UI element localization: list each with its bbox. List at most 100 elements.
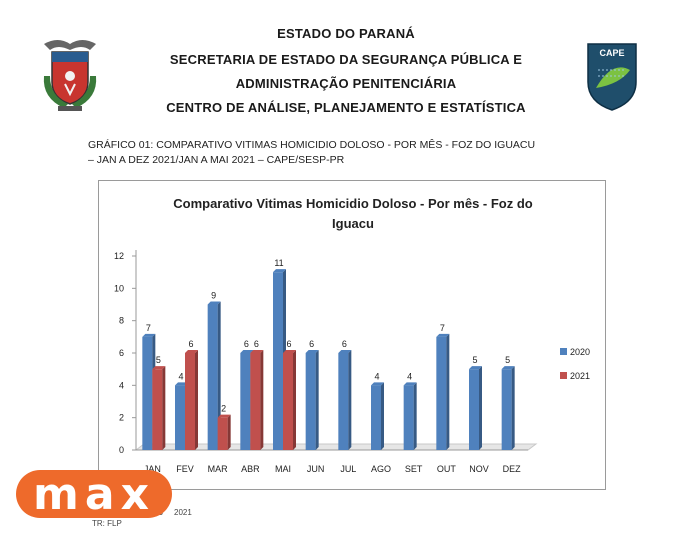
bar-top-2020-ago — [371, 382, 384, 386]
bar-side-2021-abr — [260, 350, 264, 450]
y-tick-label: 2 — [119, 413, 124, 423]
bar-side-2020-set — [413, 382, 417, 450]
bar-2021-abr — [250, 353, 261, 450]
x-tick-label-jan: JAN — [144, 464, 161, 474]
x-tick-label-jun: JUN — [307, 464, 325, 474]
report-header: ESTADO DO PARANÁ SECRETARIA DE ESTADO DA… — [0, 0, 692, 120]
bar-side-2020-jun — [315, 350, 319, 450]
bar-top-2020-mai — [273, 269, 286, 273]
data-label-2020-out: 7 — [440, 323, 445, 333]
bar-2021-jan — [152, 369, 163, 450]
bar-2020-nov — [469, 369, 479, 450]
bar-2020-jun — [305, 353, 316, 450]
cape-logo-icon: CAPE — [587, 43, 637, 111]
bar-top-2021-jan — [152, 366, 166, 370]
bar-top-2020-dez — [501, 366, 515, 370]
bar-2020-out — [436, 336, 447, 450]
bar-2020-jul — [338, 353, 349, 450]
bar-top-2020-mar — [207, 301, 221, 305]
bar-top-2020-out — [436, 333, 450, 337]
bar-side-2020-out — [446, 333, 450, 450]
header-secretariat: SECRETARIA DE ESTADO DA SEGURANÇA PÚBLIC… — [169, 52, 523, 67]
footer-tr-label: TR: FLP — [92, 519, 122, 528]
data-label-2020-nov: 5 — [472, 355, 477, 365]
y-tick-label: 4 — [119, 380, 124, 390]
data-label-2020-set: 4 — [407, 371, 412, 381]
bar-top-2021-abr — [250, 350, 264, 353]
x-tick-label-set: SET — [405, 464, 423, 474]
bar-side-2021-fev — [195, 350, 198, 450]
data-label-2021-fev: 6 — [188, 339, 193, 349]
data-label-2021-abr: 6 — [254, 339, 259, 349]
bar-top-2020-jan — [142, 333, 156, 337]
caption-line-1: GRÁFICO 01: COMPARATIVO VITIMAS HOMICIDI… — [88, 139, 536, 151]
x-tick-label-ago: AGO — [371, 464, 391, 474]
legend-label-2020: 2020 — [570, 347, 590, 357]
bar-top-2020-fev — [175, 382, 188, 386]
data-label-2020-abr: 6 — [244, 339, 249, 349]
bar-side-2021-mar — [227, 414, 231, 450]
header-state: ESTADO DO PARANÁ — [277, 26, 415, 41]
chart-title-line-2: Iguacu — [332, 216, 374, 231]
x-tick-label-fev: FEV — [176, 464, 194, 474]
header-administration: ADMINISTRAÇÃO PENITENCIÁRIA — [235, 76, 457, 91]
bar-2020-fev — [175, 385, 185, 450]
bar-2020-mar — [207, 304, 218, 450]
bar-side-2020-ago — [381, 382, 384, 450]
bar-2021-mai — [283, 353, 293, 450]
bar-2020-jan — [142, 336, 153, 450]
bar-side-2020-mar — [217, 301, 221, 450]
legend-swatch-2020 — [560, 348, 567, 355]
bar-2021-fev — [185, 353, 195, 450]
y-tick-label: 6 — [119, 348, 124, 358]
bar-side-2020-nov — [479, 366, 482, 450]
bar-top-2020-abr — [240, 350, 254, 353]
y-tick-label: 0 — [119, 445, 124, 455]
chart-title: Comparativo Vitimas Homicidio Doloso - P… — [146, 194, 560, 234]
bar-top-2020-jun — [305, 350, 319, 353]
data-label-2021-mai: 6 — [286, 339, 291, 349]
cape-logo-text: CAPE — [599, 48, 624, 58]
chart-caption: GRÁFICO 01: COMPARATIVO VITIMAS HOMICIDI… — [88, 138, 608, 168]
x-tick-label-mai: MAI — [275, 464, 291, 474]
bar-top-2020-jul — [338, 350, 352, 353]
bar-2020-set — [403, 385, 414, 450]
data-label-2020-jan: 7 — [146, 323, 151, 333]
caption-line-2: – JAN A DEZ 2021/JAN A MAI 2021 – CAPE/S… — [88, 154, 345, 166]
bar-2020-dez — [501, 369, 512, 450]
bar-top-2021-mai — [283, 350, 296, 353]
x-tick-label-nov: NOV — [469, 464, 489, 474]
x-tick-label-mar: MAR — [208, 464, 229, 474]
data-label-2020-mar: 9 — [211, 291, 216, 301]
x-tick-label-jul: JUL — [340, 464, 356, 474]
chart-title-line-1: Comparativo Vitimas Homicidio Doloso - P… — [173, 196, 533, 211]
max-watermark-logo: max — [16, 469, 172, 520]
data-label-2020-ago: 4 — [374, 371, 379, 381]
bar-2021-mar — [217, 417, 228, 450]
bar-top-2020-set — [403, 382, 417, 386]
header-center: CENTRO DE ANÁLISE, PLANEJAMENTO E ESTATÍ… — [166, 100, 526, 115]
data-label-2020-jun: 6 — [309, 339, 314, 349]
data-label-2020-mai: 11 — [274, 258, 283, 268]
legend-label-2021: 2021 — [570, 371, 590, 381]
y-tick-label: 8 — [119, 316, 124, 326]
bar-2020-ago — [371, 385, 381, 450]
bar-top-2020-nov — [469, 366, 482, 370]
x-tick-label-out: OUT — [437, 464, 457, 474]
bar-2020-abr — [240, 353, 251, 450]
x-tick-label-dez: DEZ — [503, 464, 522, 474]
data-label-2020-jul: 6 — [342, 339, 347, 349]
legend-swatch-2021 — [560, 372, 567, 379]
bar-side-2021-mai — [293, 350, 296, 450]
max-watermark-text: max — [33, 469, 155, 520]
y-tick-label: 10 — [114, 283, 124, 293]
bar-top-2021-mar — [217, 414, 231, 418]
y-tick-label: 12 — [114, 251, 124, 261]
bar-side-2020-dez — [511, 366, 515, 450]
data-label-2021-jan: 5 — [156, 355, 161, 365]
data-label-2021-mar: 2 — [221, 404, 226, 414]
bar-2020-mai — [273, 272, 283, 450]
bar-top-2021-fev — [185, 350, 198, 353]
footer-year-fragment: 2021 — [174, 508, 192, 517]
